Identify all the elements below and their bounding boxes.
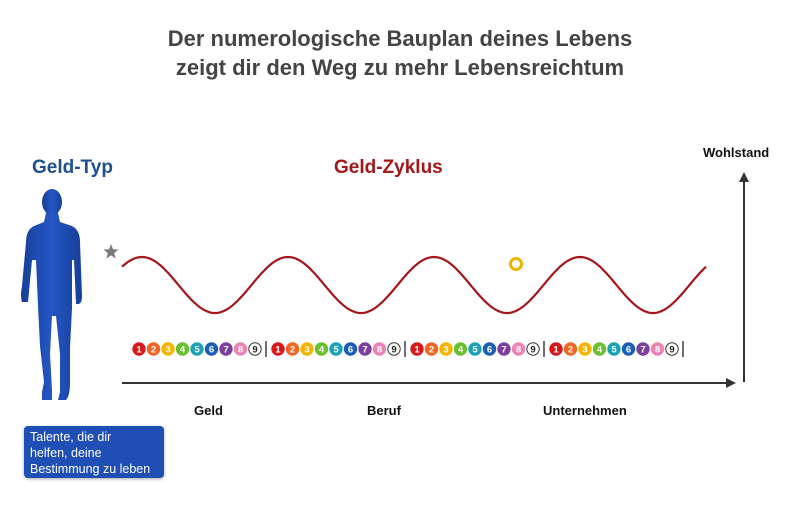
number-dot <box>526 342 540 356</box>
talents-line-1: Talente, die dir <box>30 430 112 444</box>
talents-line-2: helfen, deine <box>30 446 102 460</box>
number-dot <box>300 342 314 356</box>
wealth-axis-label: Wohlstand <box>703 145 770 160</box>
number-label: 8 <box>655 345 660 356</box>
number-label: 6 <box>348 345 353 356</box>
number-label: 6 <box>487 345 492 356</box>
number-label: 4 <box>597 345 603 356</box>
number-dot <box>175 342 190 356</box>
number-dot <box>621 342 636 356</box>
number-label: 9 <box>669 345 674 356</box>
number-dot <box>219 342 233 356</box>
number-dot <box>285 342 300 356</box>
number-label: 3 <box>582 345 587 356</box>
number-dot <box>592 342 607 356</box>
number-label: 5 <box>194 345 200 356</box>
number-dot <box>146 342 161 356</box>
money-type-label: Geld-Typ <box>32 157 113 178</box>
title-line-1: Der numerologische Bauplan deines Lebens <box>167 26 633 51</box>
phase-label-career: Beruf <box>367 403 401 418</box>
number-dot <box>497 342 511 356</box>
number-dot <box>329 342 343 356</box>
number-label: 9 <box>530 345 535 356</box>
number-label: 5 <box>472 345 478 356</box>
number-dot <box>650 342 665 356</box>
number-label: 9 <box>252 345 257 356</box>
number-label: 8 <box>516 345 521 356</box>
number-label: 9 <box>391 345 396 356</box>
number-dot <box>549 342 563 356</box>
talents-box: Talente, die dir helfen, deine Bestimmun… <box>24 426 164 478</box>
number-label: 1 <box>553 345 559 356</box>
phase-label-money: Geld <box>194 403 223 418</box>
star-icon <box>103 244 119 259</box>
number-label: 5 <box>333 345 339 356</box>
number-dot <box>314 342 329 356</box>
number-dot <box>343 342 358 356</box>
number-label: 7 <box>501 345 506 356</box>
number-dot <box>271 342 285 356</box>
talents-line-3: Bestimmung zu leben <box>30 462 151 476</box>
number-dot <box>468 342 482 356</box>
number-dot <box>563 342 578 356</box>
number-label: 1 <box>275 345 281 356</box>
number-dot <box>190 342 204 356</box>
ring-icon <box>509 257 523 271</box>
number-label: 2 <box>151 345 156 356</box>
number-dot <box>161 342 175 356</box>
number-label: 4 <box>458 345 464 356</box>
number-dot <box>424 342 439 356</box>
number-dot <box>132 342 146 356</box>
number-label: 4 <box>180 345 186 356</box>
number-label: 1 <box>414 345 420 356</box>
number-dot <box>665 342 679 356</box>
number-label: 2 <box>429 345 434 356</box>
number-label: 8 <box>377 345 382 356</box>
number-dot <box>358 342 372 356</box>
number-label: 4 <box>319 345 325 356</box>
number-label: 7 <box>223 345 228 356</box>
number-label: 7 <box>362 345 367 356</box>
person-icon <box>21 189 82 400</box>
number-label: 3 <box>304 345 309 356</box>
money-cycle-wave <box>121 255 707 315</box>
number-label: 5 <box>611 345 617 356</box>
number-label: 2 <box>568 345 573 356</box>
number-dot <box>248 342 262 356</box>
number-label: 6 <box>209 345 214 356</box>
number-dot <box>482 342 497 356</box>
number-dot <box>204 342 219 356</box>
number-label: 3 <box>165 345 170 356</box>
number-label: 7 <box>640 345 645 356</box>
number-label: 6 <box>626 345 631 356</box>
phase-label-business: Unternehmen <box>543 403 627 418</box>
page-title: Der numerologische Bauplan deines Lebens… <box>0 24 800 82</box>
number-dot <box>636 342 650 356</box>
number-dot <box>233 342 248 356</box>
number-label: 2 <box>290 345 295 356</box>
money-cycle-label: Geld-Zyklus <box>334 157 443 178</box>
number-label: 1 <box>136 345 142 356</box>
number-dot <box>387 342 401 356</box>
number-dot <box>372 342 387 356</box>
number-dot <box>511 342 526 356</box>
number-dot <box>439 342 453 356</box>
number-dot <box>410 342 424 356</box>
number-dot <box>607 342 621 356</box>
number-label: 8 <box>238 345 243 356</box>
title-line-2: zeigt dir den Weg zu mehr Lebensreichtum <box>175 55 625 80</box>
number-dot <box>453 342 468 356</box>
number-dot <box>578 342 592 356</box>
number-label: 3 <box>443 345 448 356</box>
